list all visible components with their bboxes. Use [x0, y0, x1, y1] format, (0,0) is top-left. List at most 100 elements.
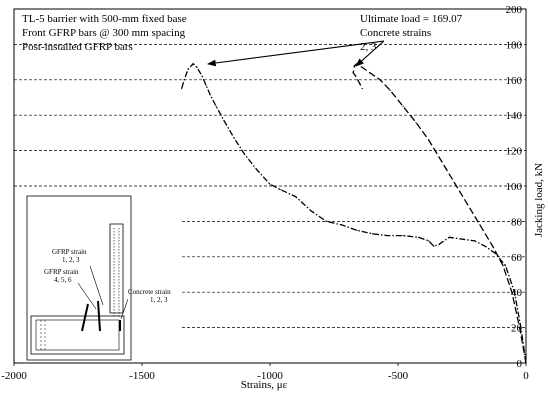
x-tick-label: 0 [523, 370, 529, 382]
barrier-cross-section-inset: GFRP strain 1, 2, 3 GFRP strain 4, 5, 6 … [26, 195, 171, 361]
series-1-point [433, 245, 435, 247]
series-2-point [359, 82, 361, 84]
annotation-left-line-1: TL-5 barrier with 500-mm fixed base [22, 13, 187, 25]
series-1-point [310, 210, 312, 212]
series-2-point [355, 75, 357, 77]
series-2-point [379, 79, 381, 81]
x-axis-title: Strains, με [241, 379, 288, 391]
series-1 [181, 63, 527, 364]
series-1-point [256, 169, 258, 171]
y-tick-label: 100 [506, 181, 523, 193]
series-1-point [215, 105, 217, 107]
series-1-point [356, 229, 358, 231]
series-2-point [361, 66, 363, 68]
series-1-point [438, 243, 440, 245]
y-tick-label: 40 [511, 287, 523, 299]
series-2-point [428, 139, 430, 141]
series-1-point [187, 68, 189, 70]
inset-label-gfrp-b-line-2: 4, 5, 6 [54, 276, 72, 284]
gfrp-bar-b [81, 303, 89, 332]
series-2-point [415, 121, 417, 123]
series-line-1 [181, 63, 527, 364]
annotation-left-line-2: Front GFRP bars @ 300 mm spacing [22, 27, 186, 39]
base-slab-rebar [35, 319, 120, 351]
series-2-point [479, 224, 481, 226]
annotation-right-line-2: Concrete strains [360, 27, 431, 39]
inset-label-gfrp-a-line-2: 1, 2, 3 [62, 256, 80, 264]
axis-ticks: 0 20 40 60 80 100 120 140 160 180 200 -2000 -1500 -10… [1, 4, 529, 382]
series-2-point [440, 160, 443, 162]
series-1-point [181, 88, 183, 90]
series-1-point [417, 236, 420, 238]
inset-label-concrete-line-2: 1, 2, 3 [150, 296, 168, 304]
series-2-point [492, 245, 494, 247]
series-1-point [341, 224, 343, 226]
series-1-point [371, 233, 373, 235]
series-2-point [352, 72, 354, 74]
series-2-point [402, 105, 404, 107]
series-2-point [502, 265, 504, 267]
series-1-point [474, 240, 476, 242]
series-1-point [196, 66, 198, 68]
y-tick-label: 0 [517, 358, 523, 370]
y-tick-label: 200 [506, 4, 523, 16]
series-1-point [295, 196, 297, 198]
inset-label-gfrp-b-line-1: GFRP strain [44, 268, 79, 276]
y-tick-label: 180 [506, 39, 523, 51]
y-axis-title: Jacking load, kN [533, 163, 545, 237]
base-slab-outline [30, 315, 125, 355]
gfrp-bar-a [97, 300, 101, 332]
series-2-point [511, 291, 513, 293]
y-tick-label: 60 [511, 252, 523, 264]
annotation-left-line-3: Post-installed GFRP bars [22, 41, 133, 53]
annotation-left: TL-5 barrier with 500-mm fixed base Fron… [22, 13, 187, 53]
series-2-point [389, 89, 391, 91]
series-1-point [233, 137, 235, 139]
series-1-point [520, 327, 522, 329]
x-tick-label: -500 [388, 370, 409, 382]
arrow-to-right-peak [355, 40, 385, 67]
barrier-wall-rebar [113, 228, 120, 318]
series-line-2 [352, 63, 527, 364]
series-1-point [402, 235, 404, 237]
series-2-point [453, 181, 455, 184]
inset-label-gfrp-a-line-1: GFRP strain [52, 248, 87, 256]
series-1-point [269, 183, 271, 185]
data-series [181, 63, 527, 364]
post-installed-bars [40, 320, 46, 350]
series-1-point [183, 79, 185, 81]
inset-label-concrete-line-1: Concrete strain [128, 288, 171, 296]
series-1-point [205, 84, 207, 86]
y-tick-label: 160 [506, 75, 523, 87]
series-1-point [279, 188, 281, 191]
y-tick-label: 140 [506, 110, 523, 122]
series-2-point [466, 203, 468, 205]
series-1-point [192, 63, 194, 65]
series-1-point [223, 119, 225, 122]
y-tick-label: 120 [506, 146, 523, 158]
series-1-point [428, 240, 430, 242]
series-2-point [353, 65, 356, 67]
x-tick-label: -1000 [257, 370, 283, 382]
gridlines [14, 44, 526, 328]
series-1-point [484, 245, 486, 247]
series-2-point [361, 88, 363, 90]
annotation-right: Ultimate load = 169.07 Concrete strains … [360, 13, 463, 53]
series-2-point [525, 362, 527, 364]
series-2-point [519, 327, 521, 329]
series-1-point [504, 265, 507, 267]
series-1-point [201, 75, 203, 77]
x-tick-label: -1500 [129, 370, 155, 382]
x-tick-label: -2000 [1, 370, 27, 382]
series-2-point [369, 72, 371, 74]
series-1-point [461, 238, 463, 240]
series-1-point [513, 291, 516, 293]
series-1-point [243, 153, 245, 155]
series-1-point [448, 236, 450, 238]
series-2 [352, 63, 527, 364]
series-1-point [209, 93, 211, 95]
y-tick-label: 20 [511, 323, 523, 335]
inset-leader-lines [77, 265, 129, 320]
